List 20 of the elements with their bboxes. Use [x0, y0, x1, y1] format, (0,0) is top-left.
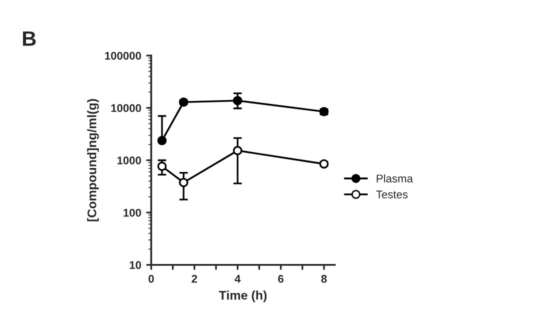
legend-label: Plasma — [376, 174, 413, 182]
point — [232, 146, 242, 156]
x-tick-label: 6 — [278, 274, 284, 283]
y-axis-title: [Compound]ng/ml(g) — [87, 99, 99, 222]
x-axis-title: Time (h) — [218, 290, 267, 302]
y-tick-label: 10 — [130, 261, 142, 270]
y-tick-label: 1000 — [117, 156, 142, 164]
x-tick-label: 0 — [148, 274, 154, 283]
x-tick-label: 8 — [321, 274, 327, 283]
point — [232, 96, 242, 106]
y-tick-label: 100000 — [105, 52, 142, 60]
text: B — [22, 31, 36, 46]
x-tick-label: 2 — [192, 274, 198, 283]
point — [157, 136, 167, 146]
x-tick-label: 4 — [234, 275, 241, 283]
y-tick-label: 10000 — [111, 104, 142, 112]
legend-label: Testes — [376, 190, 408, 198]
point — [157, 162, 167, 171]
point — [178, 178, 188, 188]
y-tick-label: 100 — [124, 208, 142, 217]
